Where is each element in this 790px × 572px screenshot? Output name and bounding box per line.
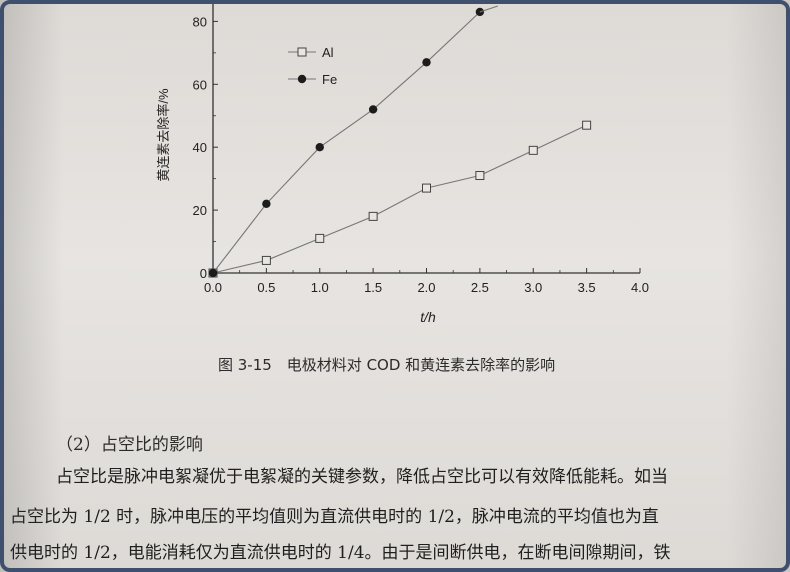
x-tick-label: 0.0 bbox=[204, 280, 222, 295]
series-line-Fe-extension bbox=[479, 5, 499, 13]
y-tick-label: 20 bbox=[193, 203, 207, 218]
point-Al bbox=[368, 211, 378, 221]
point-Fe bbox=[422, 58, 431, 67]
body-line-1: 占空比是脉冲电絮凝优于电絮凝的关键参数，降低占空比可以有效降低能耗。如当 bbox=[56, 467, 668, 487]
y-tick-label: 0 bbox=[200, 266, 207, 281]
x-tick-label: 1.5 bbox=[364, 280, 382, 295]
point-Al bbox=[315, 233, 325, 243]
point-Al bbox=[261, 255, 271, 265]
y-tick-label: 40 bbox=[193, 140, 207, 155]
x-tick-label: 0.5 bbox=[257, 280, 275, 295]
point-Fe bbox=[368, 105, 378, 114]
x-axis-label: t/h bbox=[420, 309, 436, 325]
series-line-Fe bbox=[212, 11, 481, 274]
point-Al bbox=[475, 171, 485, 181]
x-tick-label: 4.0 bbox=[631, 280, 649, 295]
point-Fe bbox=[315, 143, 324, 152]
figure-caption: 图 3-15 电极材料对 COD 和黄连素去除率的影响 bbox=[218, 356, 556, 374]
section-heading: （2）占空比的影响 bbox=[56, 435, 203, 455]
y-tick-label: 60 bbox=[193, 77, 207, 92]
point-Fe bbox=[262, 199, 271, 209]
x-tick-label: 3.5 bbox=[578, 280, 596, 295]
x-tick-label: 3.0 bbox=[524, 280, 542, 295]
point-Al bbox=[582, 120, 592, 130]
legend-label-Fe: Fe bbox=[322, 72, 337, 87]
y-tick-label: 80 bbox=[193, 14, 207, 29]
point-Al bbox=[422, 183, 431, 193]
body-line-2: 占空比为 1/2 时，脉冲电压的平均值则为直流供电时的 1/2，脉冲电流的平均值… bbox=[10, 507, 659, 527]
removal-rate-chart: 0.0 0.5 1.0 1.5 2.0 2.5 3.0 3.5 4.0 0 20 40 60 80 t/h 黄… bbox=[156, 0, 649, 325]
legend-label-Al: Al bbox=[322, 45, 334, 60]
x-tick-label: 1.0 bbox=[311, 280, 329, 295]
point-Al bbox=[528, 145, 538, 155]
y-axis-label: 黄连素去除率/% bbox=[156, 88, 171, 182]
point-Fe bbox=[208, 268, 218, 278]
x-tick-label: 2.5 bbox=[471, 280, 489, 295]
x-tick-label: 2.0 bbox=[417, 280, 435, 295]
series-line-Al bbox=[212, 124, 587, 274]
legend-marker-Al bbox=[297, 47, 307, 57]
legend-marker-Fe bbox=[297, 74, 307, 84]
body-line-3: 供电时的 1/2，电能消耗仅为直流供电时的 1/4。由于是间断供电，在断电间隙期… bbox=[10, 543, 671, 563]
